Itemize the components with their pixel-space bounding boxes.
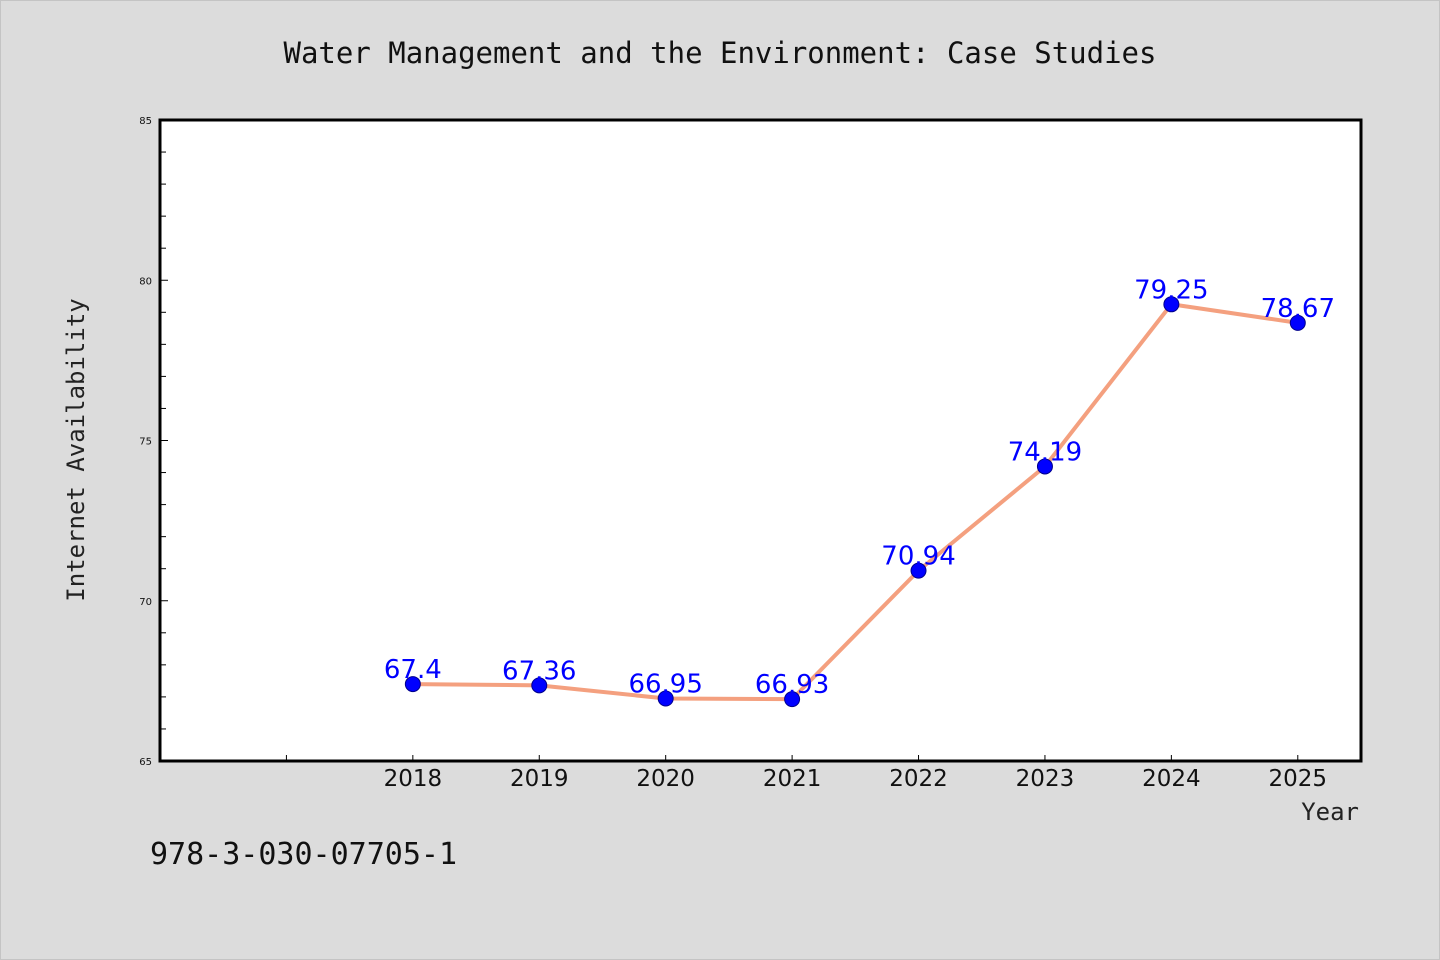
data-point-marker bbox=[1289, 314, 1306, 331]
data-label-group: 67.4 67.36 66.95 66.93 70.94 74.19 79.25 78.67 bbox=[384, 275, 1335, 700]
y-tick-label: 70 bbox=[139, 597, 152, 608]
x-tick-label: 2022 bbox=[889, 766, 948, 792]
data-label: 66.93 bbox=[755, 670, 829, 700]
y-axis-title: Internet Availability bbox=[62, 298, 90, 601]
plot-area bbox=[160, 120, 1361, 761]
x-tick-label: 2020 bbox=[636, 766, 695, 792]
data-point-marker bbox=[784, 691, 801, 708]
y-tick-label: 75 bbox=[139, 437, 152, 448]
y-tick-label: 80 bbox=[139, 276, 152, 287]
data-label: 79.25 bbox=[1134, 275, 1208, 305]
series-line-group bbox=[404, 296, 1306, 708]
x-tick-label: 2024 bbox=[1142, 766, 1201, 792]
data-point-marker bbox=[910, 562, 927, 579]
data-label: 70.94 bbox=[881, 542, 955, 572]
x-axis-title: Year bbox=[1301, 798, 1359, 826]
data-point-marker bbox=[1163, 296, 1180, 313]
x-axis: 2018 2019 2020 2021 2022 2023 2024 2025 bbox=[159, 755, 1328, 792]
x-tick-label: 2025 bbox=[1269, 766, 1328, 792]
data-label: 74.19 bbox=[1008, 437, 1082, 467]
x-tick-label: 2019 bbox=[510, 766, 569, 792]
data-point-marker bbox=[657, 690, 674, 707]
x-tick-label: 2023 bbox=[1016, 766, 1075, 792]
data-point-marker bbox=[531, 677, 548, 694]
data-label: 67.4 bbox=[384, 655, 442, 685]
data-label: 78.67 bbox=[1261, 294, 1335, 324]
x-tick-label: 2021 bbox=[763, 766, 822, 792]
data-label: 66.95 bbox=[628, 670, 702, 700]
y-tick-label: 85 bbox=[139, 116, 152, 127]
chart-title: Water Management and the Environment: Ca… bbox=[284, 36, 1157, 70]
isbn-text: 978-3-030-07705-1 bbox=[150, 837, 457, 872]
data-label: 67.36 bbox=[502, 656, 576, 686]
data-point-marker bbox=[404, 676, 421, 693]
y-tick-label: 65 bbox=[139, 757, 152, 768]
data-point-marker bbox=[1036, 458, 1053, 475]
series-line bbox=[412, 302, 1299, 702]
x-tick-label: 2018 bbox=[384, 766, 443, 792]
plot-border bbox=[158, 118, 1363, 763]
